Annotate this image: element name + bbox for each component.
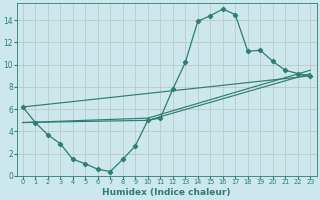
X-axis label: Humidex (Indice chaleur): Humidex (Indice chaleur) — [102, 188, 231, 197]
